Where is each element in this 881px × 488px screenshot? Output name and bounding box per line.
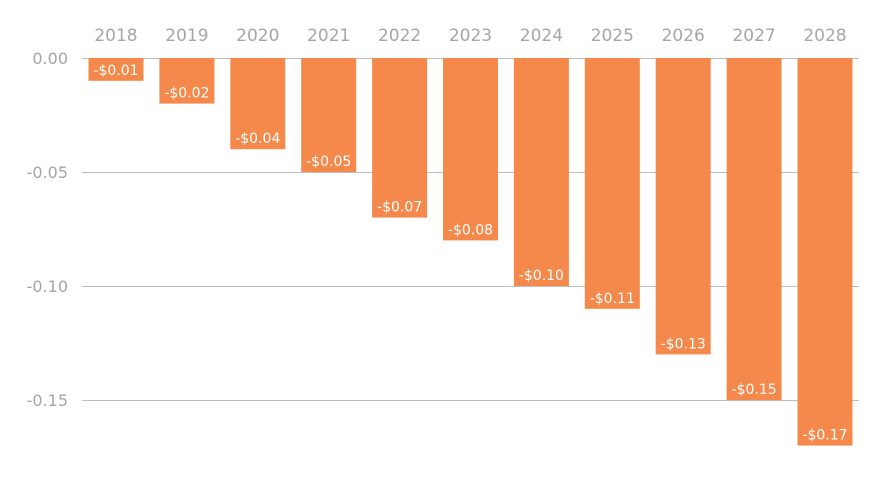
x-tick-label: 2026 bbox=[662, 26, 705, 46]
data-label: -$0.17 bbox=[802, 428, 847, 444]
y-tick-label: 0.00 bbox=[32, 49, 68, 68]
bar bbox=[797, 58, 853, 446]
data-label: -$0.13 bbox=[661, 336, 706, 352]
y-tick-label: -0.10 bbox=[27, 277, 68, 296]
bar bbox=[726, 58, 782, 400]
data-label: -$0.07 bbox=[377, 200, 422, 216]
bar bbox=[584, 58, 640, 309]
data-label: -$0.15 bbox=[732, 382, 777, 398]
x-tick-label: 2028 bbox=[803, 26, 846, 46]
x-tick-label: 2027 bbox=[732, 26, 775, 46]
data-label: -$0.10 bbox=[519, 268, 564, 284]
bar bbox=[443, 58, 498, 241]
x-tick-label: 2022 bbox=[378, 26, 421, 46]
bar bbox=[88, 58, 144, 81]
data-label: -$0.02 bbox=[164, 86, 209, 102]
x-tick-label: 2025 bbox=[591, 26, 634, 46]
bar bbox=[159, 58, 215, 104]
x-tick-label: 2024 bbox=[520, 26, 563, 46]
x-tick-label: 2018 bbox=[94, 26, 137, 46]
x-tick-label: 2021 bbox=[307, 26, 350, 46]
x-tick-label: 2019 bbox=[165, 26, 208, 46]
y-axis-tick-labels: 0.00 -0.05 -0.10 -0.15 bbox=[27, 49, 68, 410]
bar bbox=[301, 58, 357, 172]
x-tick-label: 2020 bbox=[236, 26, 279, 46]
data-labels: -$0.01 -$0.02 -$0.04 -$0.05 -$0.07 -$0.08 -$0.… bbox=[93, 63, 847, 444]
x-axis-tick-labels: 2018 2019 2020 2021 2022 2023 2024 2025 2026 2027… bbox=[94, 26, 846, 46]
data-label: -$0.08 bbox=[448, 222, 493, 238]
bar bbox=[372, 58, 428, 218]
data-label: -$0.04 bbox=[235, 131, 280, 147]
data-label: -$0.01 bbox=[93, 63, 138, 79]
bar bbox=[230, 58, 286, 150]
data-label: -$0.11 bbox=[590, 291, 635, 307]
bar bbox=[513, 58, 569, 286]
bars bbox=[88, 58, 853, 446]
y-tick-label: -0.15 bbox=[27, 391, 68, 410]
y-tick-label: -0.05 bbox=[27, 163, 68, 182]
bar bbox=[655, 58, 711, 355]
data-label: -$0.05 bbox=[306, 154, 351, 170]
x-tick-label: 2023 bbox=[449, 26, 492, 46]
